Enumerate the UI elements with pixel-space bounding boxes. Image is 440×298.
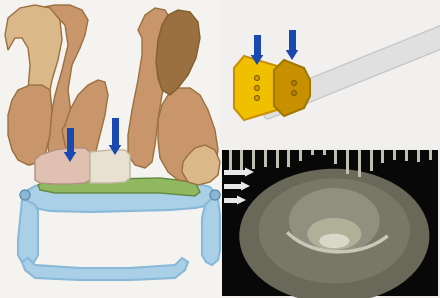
Polygon shape xyxy=(109,145,121,155)
Polygon shape xyxy=(241,181,250,190)
Polygon shape xyxy=(90,150,130,183)
Ellipse shape xyxy=(210,190,220,200)
Bar xyxy=(323,150,326,155)
Bar xyxy=(224,184,241,189)
Polygon shape xyxy=(237,195,246,204)
Ellipse shape xyxy=(291,91,297,95)
Ellipse shape xyxy=(243,73,271,97)
Polygon shape xyxy=(156,10,200,95)
Ellipse shape xyxy=(259,179,410,283)
Polygon shape xyxy=(62,80,108,165)
Bar xyxy=(111,118,118,145)
Polygon shape xyxy=(35,148,90,184)
Bar xyxy=(381,150,385,163)
Bar xyxy=(228,150,231,170)
Bar xyxy=(417,150,420,162)
Bar xyxy=(405,150,408,161)
Polygon shape xyxy=(251,55,263,65)
Bar xyxy=(299,150,302,161)
Bar xyxy=(253,35,260,55)
Polygon shape xyxy=(128,8,172,168)
Bar xyxy=(252,150,255,169)
Polygon shape xyxy=(234,56,287,120)
Polygon shape xyxy=(5,5,62,165)
Polygon shape xyxy=(245,167,254,176)
Bar xyxy=(0,0,240,298)
Bar xyxy=(358,150,361,177)
Polygon shape xyxy=(22,258,188,280)
Bar xyxy=(370,150,373,170)
Bar xyxy=(220,0,440,148)
Bar xyxy=(289,30,296,50)
Polygon shape xyxy=(8,85,52,165)
Bar xyxy=(224,170,245,175)
Bar xyxy=(393,150,396,160)
Polygon shape xyxy=(18,195,38,265)
Bar xyxy=(240,150,243,172)
Ellipse shape xyxy=(307,218,361,250)
Ellipse shape xyxy=(254,86,260,91)
Bar xyxy=(66,128,73,152)
Bar xyxy=(275,150,279,168)
Polygon shape xyxy=(182,145,220,185)
Polygon shape xyxy=(38,178,200,196)
Bar xyxy=(224,198,237,203)
Bar xyxy=(429,150,432,160)
Polygon shape xyxy=(25,179,215,212)
Polygon shape xyxy=(202,195,220,265)
Bar xyxy=(287,150,290,167)
Ellipse shape xyxy=(254,75,260,80)
Bar xyxy=(222,150,438,296)
Polygon shape xyxy=(274,60,310,116)
Bar xyxy=(346,150,349,174)
Bar xyxy=(264,150,267,167)
Polygon shape xyxy=(8,5,88,163)
Ellipse shape xyxy=(20,190,30,200)
Polygon shape xyxy=(286,50,298,60)
Ellipse shape xyxy=(239,169,429,298)
Polygon shape xyxy=(64,152,76,162)
Bar xyxy=(311,150,314,155)
Ellipse shape xyxy=(289,188,380,254)
Ellipse shape xyxy=(291,80,297,86)
Ellipse shape xyxy=(319,234,349,248)
Polygon shape xyxy=(158,88,218,182)
Bar xyxy=(334,150,337,164)
Ellipse shape xyxy=(254,95,260,100)
FancyBboxPatch shape xyxy=(258,25,440,119)
